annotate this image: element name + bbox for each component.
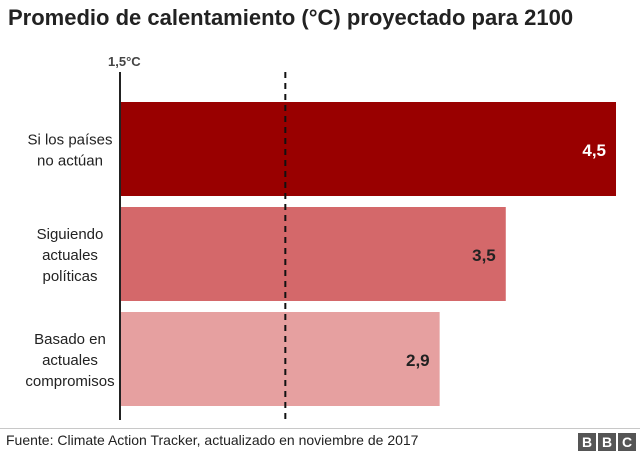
bbc-logo-letter: C: [618, 433, 636, 451]
bbc-logo-letter: B: [598, 433, 616, 451]
bar-value-label: 4,5: [582, 141, 606, 160]
reference-line-label: 1,5°C: [108, 54, 141, 69]
category-label: Si los países no actúan: [27, 132, 112, 170]
bbc-logo-letter: B: [578, 433, 596, 451]
category-label-line: Basado en: [34, 331, 106, 348]
category-label-line: actuales: [42, 247, 98, 264]
footer: Fuente: Climate Action Tracker, actualiz…: [0, 428, 640, 454]
bar-value-label: 3,5: [472, 246, 496, 265]
category-label: Siguiendo actuales políticas: [37, 226, 104, 285]
bbc-logo: B B C: [578, 433, 636, 451]
category-label-line: compromisos: [25, 373, 114, 390]
chart-title: Promedio de calentamiento (°C) proyectad…: [8, 5, 574, 30]
bar: [120, 102, 616, 196]
category-label-line: políticas: [42, 268, 97, 285]
source-note: Fuente: Climate Action Tracker, actualiz…: [6, 432, 419, 448]
category-label-line: no actúan: [37, 153, 103, 170]
bar: [120, 207, 506, 301]
footer-divider: [0, 428, 640, 429]
category-label-line: Siguiendo: [37, 226, 104, 243]
category-label-line: actuales: [42, 352, 98, 369]
category-label: Basado en actuales compromisos: [25, 331, 114, 390]
bar: [120, 312, 440, 406]
category-label-line: Si los países: [27, 132, 112, 149]
bar-value-label: 2,9: [406, 351, 430, 370]
